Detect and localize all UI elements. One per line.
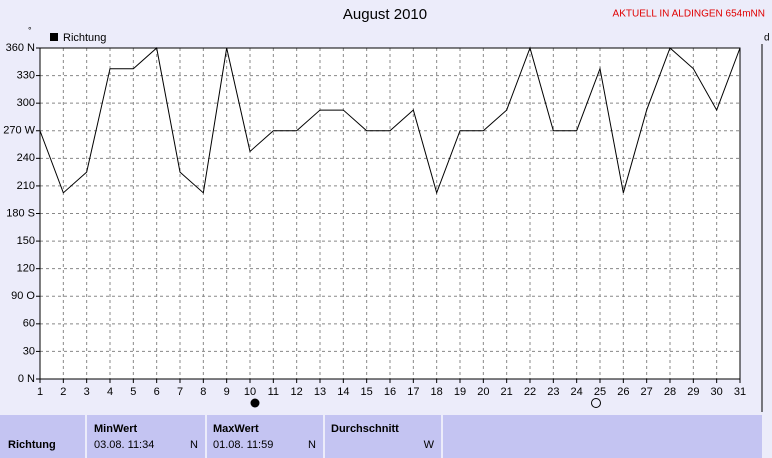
cell-text: 01.08. 11:59 bbox=[213, 439, 273, 451]
x-tick-label: 8 bbox=[200, 386, 206, 398]
x-tick-label: 22 bbox=[524, 386, 536, 398]
data-line bbox=[39, 46, 741, 195]
legend-label: Richtung bbox=[63, 32, 106, 44]
x-tick-label: 14 bbox=[337, 386, 349, 398]
x-tick-label: 18 bbox=[431, 386, 443, 398]
x-tick-label: 27 bbox=[641, 386, 653, 398]
x-tick-label: 29 bbox=[687, 386, 699, 398]
x-tick-label: 12 bbox=[291, 386, 303, 398]
y-tick-label: 360 N bbox=[6, 42, 35, 54]
col-header: Durchschnitt bbox=[331, 423, 399, 435]
y-tick-label: 270 W bbox=[3, 125, 35, 137]
y-tick-label: 180 S bbox=[6, 207, 35, 219]
cell-text: N bbox=[308, 439, 316, 451]
x-tick-label: 23 bbox=[547, 386, 559, 398]
y-tick-label: 120 bbox=[17, 263, 35, 275]
y-tick-label: 150 bbox=[17, 235, 35, 247]
x-tick-label: 7 bbox=[177, 386, 183, 398]
x-tick-label: 20 bbox=[477, 386, 489, 398]
x-tick-label: 17 bbox=[407, 386, 419, 398]
x-tick-label: 15 bbox=[361, 386, 373, 398]
moon-new bbox=[591, 398, 601, 408]
x-tick-label: 19 bbox=[454, 386, 466, 398]
x-tick-label: 10 bbox=[244, 386, 256, 398]
cell-text: W bbox=[424, 439, 435, 451]
x-tick-label: 5 bbox=[130, 386, 136, 398]
x-tick-label: 25 bbox=[594, 386, 606, 398]
plot-border bbox=[39, 47, 741, 380]
x-tick-label: 2 bbox=[60, 386, 66, 398]
x-tick-label: 28 bbox=[664, 386, 676, 398]
x-tick-label: 1 bbox=[37, 386, 43, 398]
x-tick-label: 4 bbox=[107, 386, 113, 398]
col-header: MaxWert bbox=[213, 423, 259, 435]
cell-text: 03.08. 11:34 bbox=[94, 439, 154, 451]
chart-title: August 2010 bbox=[343, 6, 427, 23]
x-tick-label: 6 bbox=[154, 386, 160, 398]
x-tick-label: 11 bbox=[268, 386, 279, 398]
y-tick-label: 300 bbox=[17, 97, 35, 109]
x-tick-label: 26 bbox=[617, 386, 629, 398]
y-tick-label: 30 bbox=[23, 345, 35, 357]
y2-axis-label: d bbox=[764, 33, 770, 44]
cell bbox=[443, 415, 762, 458]
x-tick-label: 24 bbox=[571, 386, 583, 398]
x-tick-label: 21 bbox=[501, 386, 513, 398]
x-tick-label: 16 bbox=[384, 386, 396, 398]
y-tick-label: 240 bbox=[17, 152, 35, 164]
y-tick-label: 90 O bbox=[11, 290, 35, 302]
y-axis-label: ° bbox=[28, 25, 32, 35]
stats-table: Richtung MinWert 03.08. 11:34 N MaxWert … bbox=[0, 415, 762, 458]
cell bbox=[207, 415, 323, 458]
y-tick-label: 0 N bbox=[18, 373, 35, 385]
moon-full bbox=[250, 398, 260, 408]
col-header: MinWert bbox=[94, 423, 138, 435]
subtitle: AKTUELL IN ALDINGEN 654mNN bbox=[613, 9, 765, 20]
x-tick-label: 30 bbox=[711, 386, 723, 398]
cell bbox=[87, 415, 205, 458]
cell-text: N bbox=[190, 439, 198, 451]
row-label: Richtung bbox=[8, 439, 56, 451]
x-tick-label: 3 bbox=[84, 386, 90, 398]
y-tick-label: 330 bbox=[17, 69, 35, 81]
x-tick-label: 13 bbox=[314, 386, 326, 398]
legend-swatch bbox=[50, 33, 58, 41]
x-tick-label: 31 bbox=[734, 386, 746, 398]
y-tick-label: 210 bbox=[17, 180, 35, 192]
cell bbox=[325, 415, 441, 458]
cell bbox=[0, 415, 85, 458]
x-tick-label: 9 bbox=[224, 386, 230, 398]
y-tick-label: 60 bbox=[23, 318, 35, 330]
